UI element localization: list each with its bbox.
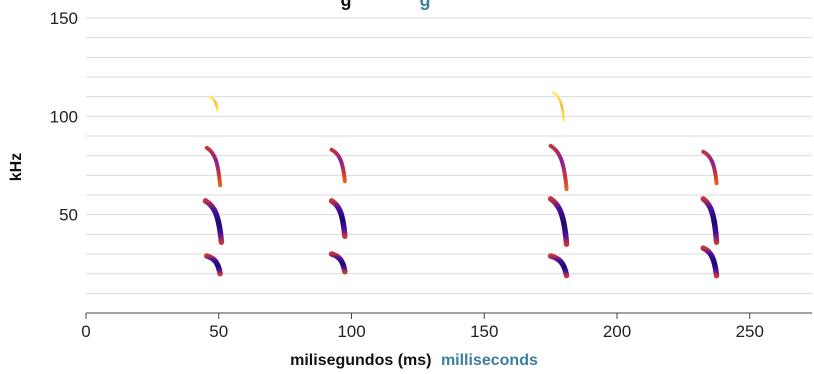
y-tick-label: 150 xyxy=(50,9,78,28)
call-harmonic xyxy=(328,251,348,275)
call-harmonic xyxy=(204,253,223,277)
chart-title-translation-fragment: g xyxy=(420,0,431,10)
x-axis-title-english: milliseconds xyxy=(441,352,538,369)
grid-layer xyxy=(86,17,812,294)
y-axis-ticks: 50 100 150 xyxy=(50,9,78,225)
call-harmonic xyxy=(329,147,347,184)
y-axis-title: kHz xyxy=(8,153,25,181)
x-tick-label: 100 xyxy=(337,322,365,341)
x-axis-title: milisegundos (ms) milliseconds xyxy=(290,352,538,369)
call-pulse xyxy=(328,147,348,275)
call-harmonic xyxy=(202,198,225,245)
call-harmonic xyxy=(328,198,348,240)
chart-title-fragment: g xyxy=(341,0,352,10)
calls-layer xyxy=(202,91,720,279)
call-harmonic xyxy=(700,245,720,279)
x-tick-label: 50 xyxy=(209,322,228,341)
call-harmonic xyxy=(700,196,720,245)
call-harmonic xyxy=(204,145,223,188)
call-harmonic xyxy=(552,91,566,122)
call-harmonic xyxy=(547,196,570,247)
y-tick-label: 100 xyxy=(50,107,78,126)
call-harmonic xyxy=(701,149,719,186)
call-harmonic xyxy=(208,95,219,112)
x-tick-label: 150 xyxy=(470,322,498,341)
x-tick-label: 0 xyxy=(81,322,90,341)
x-tick-label: 250 xyxy=(736,322,764,341)
x-axis-title-spanish: milisegundos (ms) xyxy=(290,352,431,369)
call-pulse xyxy=(202,95,225,277)
x-tick-label: 200 xyxy=(603,322,631,341)
y-tick-label: 50 xyxy=(59,206,78,225)
call-pulse xyxy=(547,91,570,279)
call-pulse xyxy=(700,149,720,279)
call-harmonic xyxy=(548,143,569,192)
x-axis-ticks: 0 50 100 150 200 250 xyxy=(81,313,764,341)
call-harmonic xyxy=(547,253,570,279)
